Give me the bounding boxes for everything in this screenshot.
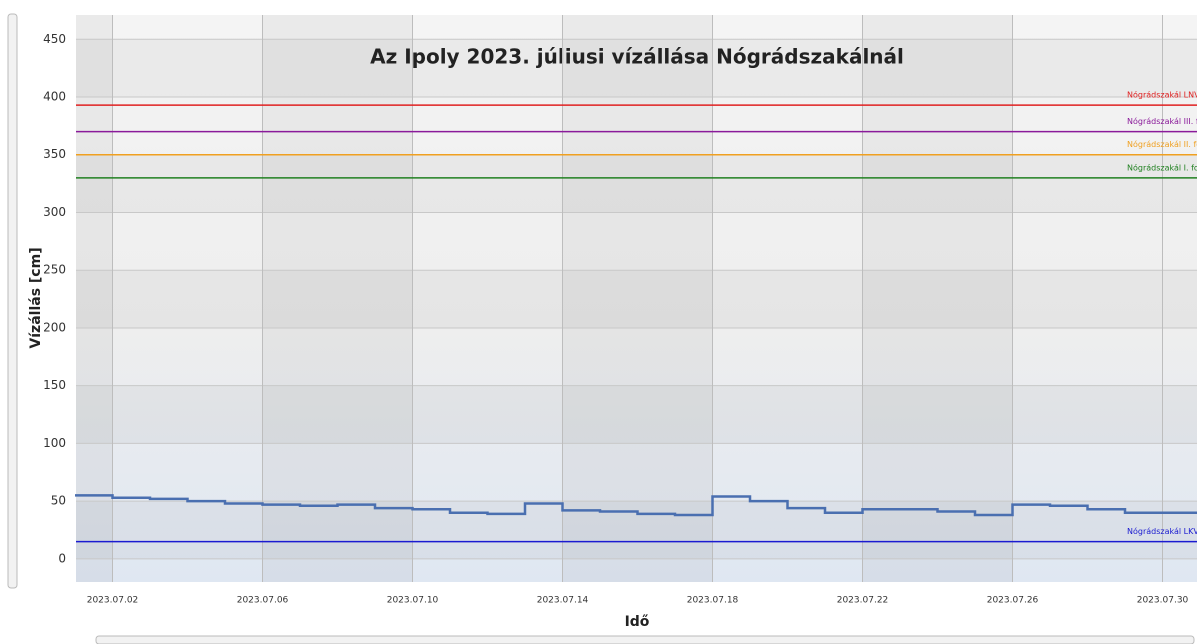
y-tick-label: 350 bbox=[43, 147, 66, 161]
y-tick-label: 0 bbox=[58, 551, 66, 565]
y-axis-label: Vízállás [cm] bbox=[28, 247, 44, 348]
x-tick-label: 2023.07.02 bbox=[87, 596, 139, 606]
x-tick-label: 2023.07.22 bbox=[837, 596, 889, 606]
reference-label: Nógrádszakál I. fok bbox=[1127, 162, 1197, 172]
y-tick-label: 250 bbox=[43, 263, 66, 277]
y-tick-label: 50 bbox=[51, 494, 66, 508]
y-tick-label: 450 bbox=[43, 32, 66, 46]
band bbox=[862, 15, 1013, 582]
band bbox=[76, 501, 1197, 559]
x-tick-label: 2023.07.14 bbox=[537, 596, 589, 606]
band bbox=[76, 155, 1197, 213]
reference-label: Nógrádszakál II. fok bbox=[1127, 139, 1197, 149]
x-tick-label: 2023.07.26 bbox=[987, 596, 1039, 606]
x-tick-label: 2023.07.10 bbox=[387, 596, 439, 606]
x-tick-label: 2023.07.06 bbox=[237, 596, 289, 606]
band bbox=[562, 15, 713, 582]
x-tick-label: 2023.07.18 bbox=[687, 596, 739, 606]
band bbox=[76, 386, 1197, 444]
y-tick-label: 200 bbox=[43, 320, 66, 334]
x-tick-label: 2023.07.30 bbox=[1137, 596, 1189, 606]
v-scrollbar[interactable] bbox=[7, 13, 18, 589]
reference-label: Nógrádszakál III. fok bbox=[1127, 116, 1197, 126]
bands bbox=[76, 15, 1197, 582]
chart-title: Az Ipoly 2023. júliusi vízállása Nógráds… bbox=[370, 45, 904, 69]
reference-label: Nógrádszakál LKV bbox=[1127, 526, 1197, 536]
y-tick-label: 300 bbox=[43, 205, 66, 219]
data-line bbox=[75, 494, 1197, 517]
h-scrollbar[interactable] bbox=[95, 635, 1195, 644]
band bbox=[262, 15, 413, 582]
band bbox=[76, 270, 1197, 328]
y-tick-label: 400 bbox=[43, 89, 66, 103]
band bbox=[76, 15, 113, 582]
y-tick-label: 150 bbox=[43, 378, 66, 392]
reference-label: Nógrádszakál LNV bbox=[1127, 90, 1197, 100]
y-tick-label: 100 bbox=[43, 436, 66, 450]
x-axis-label: Idő bbox=[625, 614, 650, 630]
